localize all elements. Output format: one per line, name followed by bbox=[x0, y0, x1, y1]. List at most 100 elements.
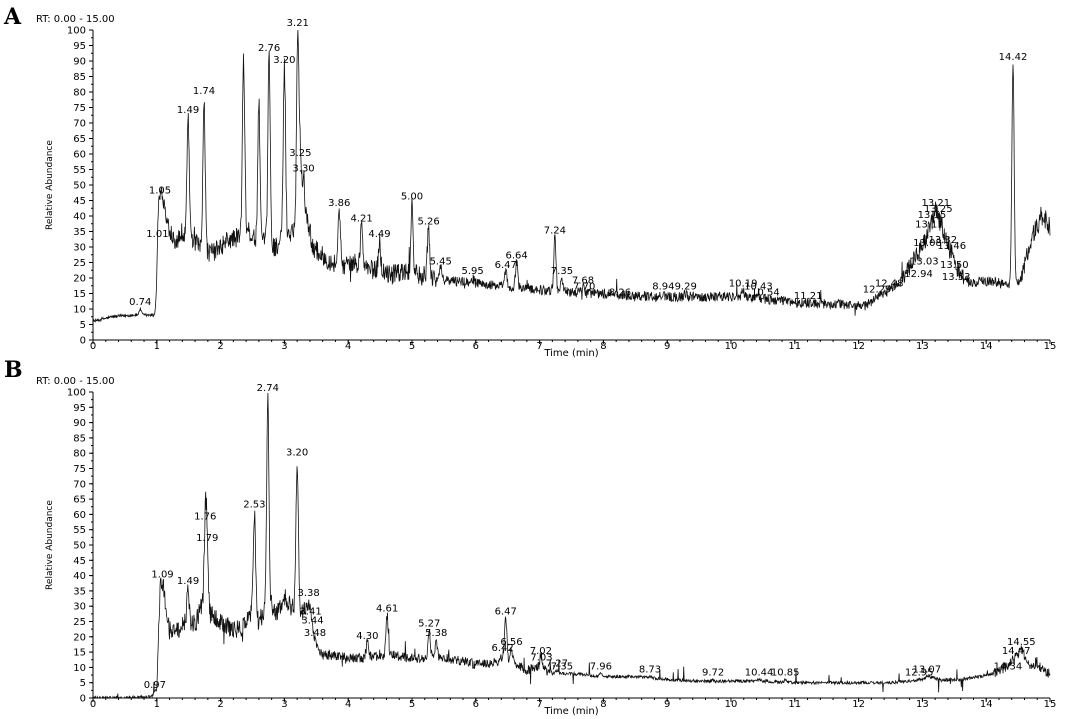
panel-b-peak-label: 7.96 bbox=[590, 662, 612, 673]
panel-b-y-tick-label: 55 bbox=[73, 525, 86, 536]
panel-b-y-tick-label: 90 bbox=[73, 418, 86, 429]
panel-b-x-tick-label: 7 bbox=[536, 699, 542, 710]
panel-a-y-tick-label: 0 bbox=[80, 336, 86, 347]
panel-a-x-tick-label: 12 bbox=[852, 341, 865, 352]
panel-a-peak-label: 14.42 bbox=[999, 52, 1028, 63]
panel-a-peak-label: 5.95 bbox=[461, 266, 483, 277]
panel-a-peak-label: 12.94 bbox=[904, 269, 933, 280]
panel-a-y-tick-label: 10 bbox=[73, 305, 86, 316]
panel-b-peak-label: 5.38 bbox=[425, 628, 447, 639]
panel-b-peak-label: 3.38 bbox=[298, 588, 320, 599]
panel-b-y-tick-label: 30 bbox=[73, 602, 86, 613]
panel-b-x-tick-label: 5 bbox=[409, 699, 415, 710]
panel-a-peak-label: 13.15 bbox=[918, 210, 947, 221]
panel-b-y-tick-label: 45 bbox=[73, 556, 86, 567]
panel-a-x-tick-label: 0 bbox=[90, 341, 96, 352]
panel-a-y-tick-label: 25 bbox=[73, 258, 86, 269]
panel-b-peak-label: 13.07 bbox=[913, 665, 942, 676]
panel-b-x-axis-label: Time (min) bbox=[543, 706, 598, 717]
panel-b-y-tick-label: 100 bbox=[67, 388, 86, 399]
panel-a-peak-label: 10.54 bbox=[751, 288, 780, 299]
panel-b-x-tick-label: 11 bbox=[788, 699, 801, 710]
panel-a-y-tick-label: 5 bbox=[80, 320, 86, 331]
panel-b-peak-label: 4.30 bbox=[356, 631, 378, 642]
panel-b-x-tick-label: 4 bbox=[345, 699, 351, 710]
panel-a-peak-label: 13.11 bbox=[915, 220, 944, 231]
panel-a-peak-label: 6.64 bbox=[505, 251, 527, 262]
panel-a-y-tick-label: 85 bbox=[73, 72, 86, 83]
panel-b-x-tick-label: 10 bbox=[725, 699, 738, 710]
panel-b-x-tick-label: 6 bbox=[473, 699, 479, 710]
panel-b-peak-label: 7.03 bbox=[530, 652, 552, 663]
panel-b-chromatogram-trace bbox=[92, 392, 1051, 700]
panel-b-peak-label: 1.79 bbox=[196, 533, 218, 544]
panel-a-peak-label: 13.21 bbox=[921, 198, 950, 209]
panel-b-x-tick-label: 15 bbox=[1044, 699, 1057, 710]
panel-a-x-tick-label: 10 bbox=[725, 341, 738, 352]
panel-a-x-tick-label: 2 bbox=[217, 341, 223, 352]
panel-a-x-tick-label: 6 bbox=[473, 341, 479, 352]
panel-a-peak-label: 12.48 bbox=[875, 278, 904, 289]
panel-b-peak-label: 5.27 bbox=[418, 619, 440, 630]
panel-a-peak-label: 5.00 bbox=[401, 192, 423, 203]
panel-a-x-tick-label: 9 bbox=[664, 341, 670, 352]
panel-a-y-tick-label: 40 bbox=[73, 212, 86, 223]
panel-a-peak-label: 1.05 bbox=[149, 185, 171, 196]
panel-b-peak-label: 3.44 bbox=[301, 616, 323, 627]
panel-a-peak-label: 3.20 bbox=[273, 55, 295, 66]
panel-a-peak-label: 13.08 bbox=[913, 238, 942, 249]
panel-a-y-tick-label: 30 bbox=[73, 243, 86, 254]
panel-a-y-tick-label: 95 bbox=[73, 41, 86, 52]
panel-a-peak-label: 13.32 bbox=[928, 235, 957, 246]
panel-a-peak-label: 11.21 bbox=[794, 291, 823, 302]
panel-b-peak-label: 6.56 bbox=[500, 637, 522, 648]
panel-b-peak-label: 4.61 bbox=[376, 603, 398, 614]
panel-b-y-tick-label: 40 bbox=[73, 571, 86, 582]
panel-a-peak-label: 3.30 bbox=[292, 164, 314, 175]
panel-a-peak-label: 7.24 bbox=[544, 226, 566, 237]
panel-a-peak-label: 10.43 bbox=[744, 282, 773, 293]
panel-b-peak-label: 6.42 bbox=[491, 643, 513, 654]
panel-a-peak-label: 0.74 bbox=[129, 297, 151, 308]
panel-b-peak-label: 1.09 bbox=[151, 570, 173, 581]
panel-b-y-tick-label: 5 bbox=[80, 678, 86, 689]
panel-b-peak-label: 14.55 bbox=[1007, 637, 1036, 648]
panel-b-peak-label: 7.27 bbox=[546, 658, 568, 669]
panel-a-x-tick-label: 5 bbox=[409, 341, 415, 352]
panel-a-y-tick-label: 35 bbox=[73, 227, 86, 238]
panel-b-peak-label: 8.73 bbox=[639, 665, 661, 676]
panel-b-peak-label: 7.35 bbox=[551, 662, 573, 673]
panel-a-chromatogram-trace bbox=[92, 29, 1051, 323]
panel-b-peak-label: 1.49 bbox=[177, 576, 199, 587]
panel-a-y-tick-label: 45 bbox=[73, 196, 86, 207]
panel-a-y-tick-label: 100 bbox=[67, 26, 86, 37]
panel-b-peak-label: 6.47 bbox=[495, 606, 517, 617]
panel-a-peak-label: 7.68 bbox=[572, 275, 594, 286]
panel-b-peak-label: 3.48 bbox=[304, 628, 326, 639]
panel-b-y-tick-label: 60 bbox=[73, 510, 86, 521]
panel-a-x-tick-label: 15 bbox=[1044, 341, 1057, 352]
panel-a-x-axis-label: Time (min) bbox=[543, 348, 598, 359]
panel-a-peak-label: 8.94 bbox=[652, 282, 674, 293]
panel-a-x-tick-label: 11 bbox=[788, 341, 801, 352]
panel-b-x-tick-label: 1 bbox=[154, 699, 160, 710]
panel-b-y-tick-label: 70 bbox=[73, 479, 86, 490]
panel-b-peak-label: 0.97 bbox=[144, 680, 166, 691]
panel-a-y-axis-label: Relative Abundance bbox=[45, 140, 55, 230]
panel-b-x-tick-label: 13 bbox=[916, 699, 929, 710]
panel-a-y-tick-label: 75 bbox=[73, 103, 86, 114]
panel-b-peak-label: 3.20 bbox=[286, 447, 308, 458]
panel-a-y-tick-label: 60 bbox=[73, 150, 86, 161]
panel-a-peak-label: 13.50 bbox=[940, 260, 969, 271]
panel-a-x-tick-label: 7 bbox=[536, 341, 542, 352]
panel-a-peak-label: 3.21 bbox=[287, 18, 309, 29]
panel-b-y-tick-label: 15 bbox=[73, 648, 86, 659]
panel-a-peak-label: 5.26 bbox=[417, 216, 439, 227]
panel-a-y-tick-label: 90 bbox=[73, 57, 86, 68]
panel-a-peak-label: 6.47 bbox=[495, 260, 517, 271]
panel-b-y-tick-label: 20 bbox=[73, 632, 86, 643]
panel-a-peak-label: 3.86 bbox=[328, 198, 350, 209]
panel-b-y-tick-label: 75 bbox=[73, 464, 86, 475]
panel-a-x-tick-label: 1 bbox=[154, 341, 160, 352]
